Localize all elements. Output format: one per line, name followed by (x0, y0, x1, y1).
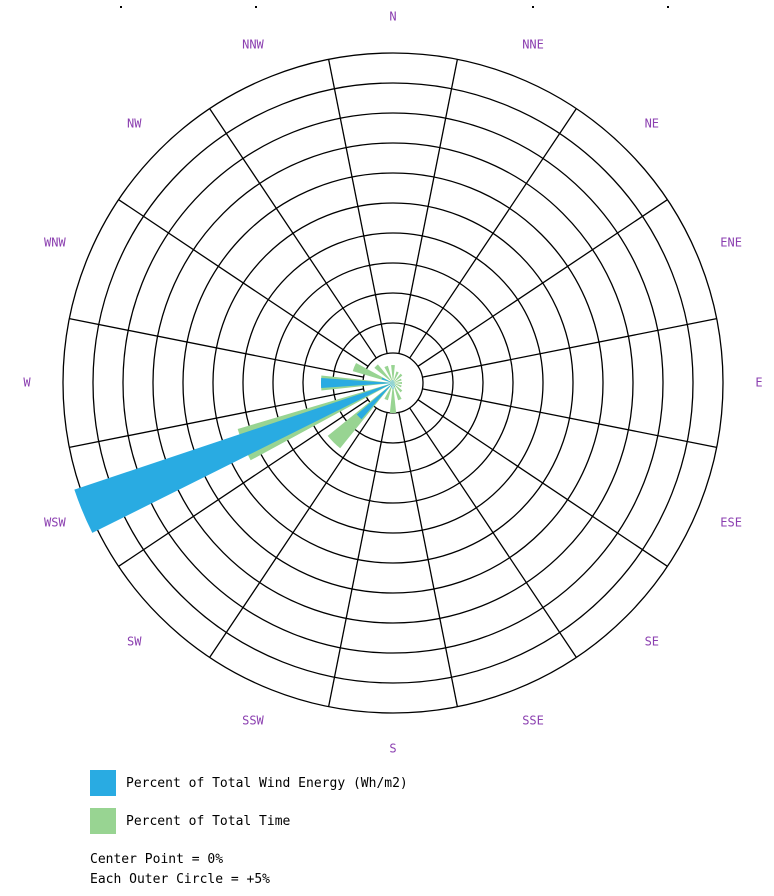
grid-spoke (327, 59, 388, 354)
time-wedge-e (393, 382, 402, 384)
grid-spoke (409, 407, 577, 658)
energy-wedge-nne (393, 381, 394, 383)
direction-label-ne: NE (645, 117, 659, 131)
legend: Percent of Total Wind Energy (Wh/m2) Per… (90, 770, 408, 846)
grid-ring (122, 112, 664, 654)
time-wedge-nnw (384, 365, 393, 383)
grid-spoke (417, 399, 668, 567)
direction-label-sse: SSE (522, 714, 544, 728)
legend-item-time: Percent of Total Time (90, 808, 408, 834)
polar-grid (62, 52, 724, 714)
grid-spoke (118, 399, 369, 567)
direction-label-s: S (389, 742, 396, 756)
energy-wedge-nw (390, 380, 393, 383)
time-wedge-ene (393, 378, 402, 383)
grid-spoke (69, 388, 364, 449)
time-wedge-se (393, 383, 403, 393)
grid-ring (92, 82, 694, 684)
grid-spoke (417, 199, 668, 367)
outer-circle-note: Each Outer Circle = +5% (90, 872, 271, 887)
data-wedges (74, 362, 403, 533)
energy-wedge-wnw (381, 377, 393, 383)
energy-wedge-nnw (391, 380, 393, 383)
legend-label-energy: Percent of Total Wind Energy (Wh/m2) (126, 775, 408, 791)
direction-label-nw: NW (127, 117, 142, 131)
grid-ring (212, 202, 574, 564)
direction-labels: N NNE NE ENE E ESE SE SSE S SSW SW WSW W WNW NW NNW (23, 10, 762, 756)
grid-spoke (422, 317, 717, 378)
direction-label-nnw: NNW (242, 37, 264, 51)
direction-label-ese: ESE (720, 516, 742, 530)
grid-ring (152, 142, 634, 624)
grid-ring (182, 172, 604, 594)
time-wedge-s (389, 383, 397, 413)
direction-label-e: E (755, 376, 762, 390)
chart-notes: Center Point = 0% Each Outer Circle = +5… (90, 850, 270, 890)
top-dot (532, 6, 534, 8)
time-wedge-ese (393, 383, 402, 388)
direction-label-w: W (23, 376, 31, 390)
wind-rose-chart: N NNE NE ENE E ESE SE SSE S SSW SW WSW W WNW NW NNW (23, 10, 762, 756)
grid-spoke (69, 317, 364, 378)
direction-label-sw: SW (127, 634, 142, 648)
energy-wedge-w (320, 377, 393, 389)
direction-label-ssw: SSW (242, 714, 264, 728)
energy-wedge-sse (393, 383, 395, 387)
grid-spoke (398, 59, 459, 354)
grid-spoke (209, 407, 377, 658)
grid-spoke (209, 108, 377, 359)
energy-wedge-s (392, 383, 394, 390)
energy-wedge-ssw (390, 383, 393, 388)
grid-ring (242, 232, 544, 534)
direction-label-nne: NNE (522, 37, 544, 51)
grid-ring (302, 292, 484, 474)
time-wedge-sse (393, 383, 402, 401)
direction-label-se: SE (645, 634, 659, 648)
time-wedge-ssw (384, 383, 393, 401)
energy-wedge-sw (356, 383, 393, 420)
legend-swatch-time (90, 808, 116, 834)
grid-spoke (398, 412, 459, 707)
grid-spoke (409, 108, 577, 359)
grid-spoke (118, 199, 369, 367)
energy-wedge-ene (393, 382, 395, 383)
top-dot (255, 6, 257, 8)
legend-swatch-energy (90, 770, 116, 796)
time-wedge-n (391, 365, 395, 383)
grid-spoke (422, 388, 717, 449)
grid-spoke (327, 412, 388, 707)
direction-label-wnw: WNW (44, 235, 66, 249)
time-wedge-ne (393, 373, 403, 383)
energy-wedge-se (393, 383, 396, 386)
legend-item-energy: Percent of Total Wind Energy (Wh/m2) (90, 770, 408, 796)
grid-ring (62, 52, 724, 714)
legend-label-time: Percent of Total Time (126, 813, 291, 829)
direction-label-wsw: WSW (44, 516, 66, 530)
top-dot (667, 6, 669, 8)
time-wedge-nw (374, 364, 393, 383)
top-dot (120, 6, 122, 8)
energy-wedge-wsw (74, 383, 393, 533)
center-point-note: Center Point = 0% (90, 852, 224, 867)
energy-wedge-ese (393, 383, 395, 384)
grid-ring (272, 262, 514, 504)
time-wedge-nne (393, 371, 399, 383)
energy-wedge-ne (393, 381, 395, 383)
direction-label-ene: ENE (720, 235, 742, 249)
direction-label-n: N (389, 10, 396, 24)
